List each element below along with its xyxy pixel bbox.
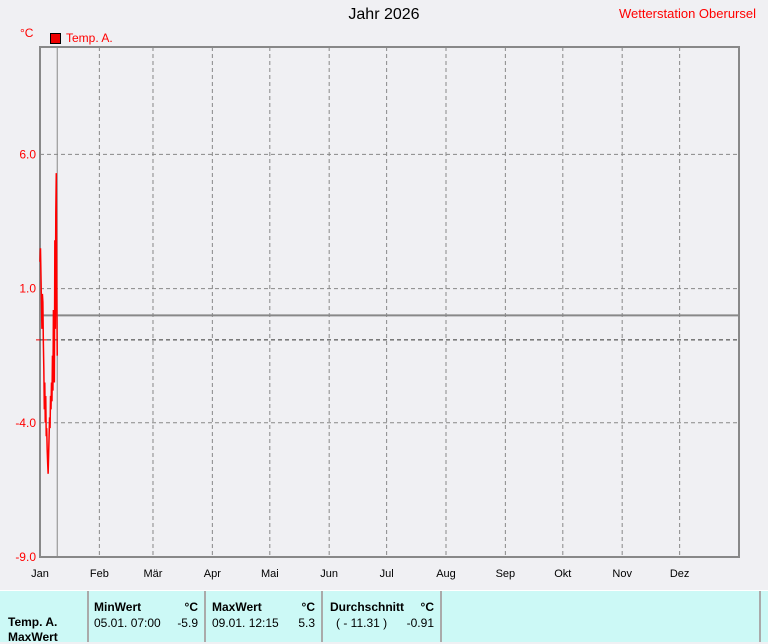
chart-title: Jahr 2026 [348, 6, 420, 23]
row-label-2: MaxWert [8, 630, 58, 644]
x-tick-label: Apr [204, 568, 221, 580]
empty-col [442, 591, 761, 642]
x-tick-label: Sep [496, 568, 516, 580]
max-date: 09.01. 12:15 [212, 616, 279, 630]
avg-header: Durchschnitt [330, 600, 405, 614]
x-tick-label: Aug [436, 568, 456, 580]
y-tick-label: -9.0 [15, 550, 36, 564]
x-tick-label: Nov [612, 568, 632, 580]
y-tick-label: 1.0 [19, 282, 36, 296]
x-tick-label: Jul [380, 568, 394, 580]
temperature-chart: 6.0 1.0 -4.0 -9.0 Jan Feb Mär Apr Mai Jun Jul Aug Se… [15, 46, 740, 580]
x-tick-label: Jan [31, 568, 49, 580]
station-name: Wetterstation Oberursel [618, 6, 756, 21]
y-tick-label: -4.0 [15, 416, 36, 430]
stats-panel: Temp. A. MaxWert MinWert °C 05.01. 07:00… [0, 590, 768, 644]
y-tick-label: 6.0 [19, 147, 36, 161]
y-unit-label: °C [20, 26, 34, 40]
max-col: MaxWert °C 09.01. 12:15 5.3 [206, 591, 323, 642]
min-date: 05.01. 07:00 [94, 616, 161, 630]
x-tick-label: Jun [320, 568, 338, 580]
x-tick-label: Mär [144, 568, 163, 580]
x-tick-label: Mai [261, 568, 279, 580]
avg-unit: °C [420, 600, 434, 614]
min-header: MinWert [94, 600, 142, 614]
min-unit: °C [184, 600, 198, 614]
max-unit: °C [301, 600, 315, 614]
avg-value: -0.91 [406, 616, 434, 630]
avg-extra: ( - 11.31 ) [336, 616, 388, 630]
max-header: MaxWert [212, 600, 262, 614]
legend-swatch [50, 32, 61, 44]
stats-label-col: Temp. A. MaxWert [0, 591, 89, 644]
plot-area [39, 46, 740, 558]
x-tick-label: Dez [670, 568, 690, 580]
legend-label: Temp. A. [66, 31, 113, 45]
legend: Temp. A. [50, 31, 113, 45]
avg-col: Durchschnitt °C ( - 11.31 ) -0.91 [323, 591, 442, 642]
series-line [39, 173, 58, 474]
x-tick-label: Okt [554, 568, 571, 580]
x-tick-label: Feb [90, 568, 109, 580]
min-value: -5.9 [177, 616, 198, 630]
max-value: 5.3 [298, 616, 315, 630]
row-label: Temp. A. [8, 615, 58, 629]
min-col: MinWert °C 05.01. 07:00 -5.9 [89, 591, 206, 642]
